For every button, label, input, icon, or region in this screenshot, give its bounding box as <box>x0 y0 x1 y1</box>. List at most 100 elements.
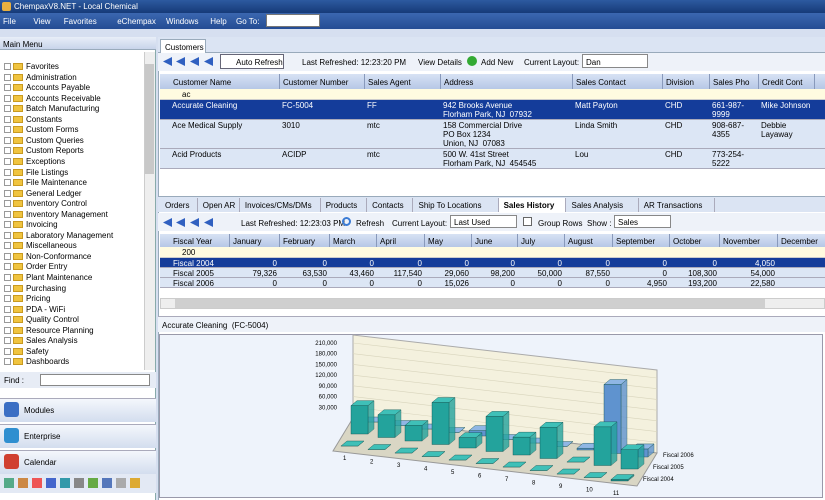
grid-cell[interactable]: 0 <box>605 259 610 268</box>
tab[interactable]: AR Transactions <box>639 198 716 212</box>
expand-box[interactable] <box>4 189 11 197</box>
grid-cell[interactable]: Linda Smith <box>575 121 618 130</box>
expand-box[interactable] <box>4 126 11 134</box>
grid-cell[interactable]: 43,460 <box>349 269 374 278</box>
tree-item[interactable]: Plant Maintenance <box>26 273 93 282</box>
grid-cell[interactable]: Acid Products <box>172 150 222 159</box>
nav-arrow[interactable] <box>176 57 185 66</box>
scroll-thumb[interactable] <box>175 299 765 308</box>
tree-item[interactable]: Inventory Control <box>26 199 87 209</box>
grid-cell[interactable]: 661-987- 9999 <box>712 101 745 119</box>
column-header[interactable]: May <box>425 234 472 247</box>
column-header[interactable]: March <box>330 234 377 247</box>
grid-cell[interactable]: 942 Brooks Avenue Florham Park, NJ 07932 <box>443 101 532 119</box>
expand-box[interactable] <box>4 316 11 324</box>
tree-item[interactable]: Constants <box>26 114 63 124</box>
expand-box[interactable] <box>4 252 11 260</box>
column-header[interactable]: Customer Number <box>280 74 365 89</box>
tree-item[interactable]: Favorites <box>26 62 59 71</box>
grid-cell[interactable]: 0 <box>417 259 422 268</box>
expand-box[interactable] <box>4 295 11 303</box>
tab[interactable]: Sales History <box>498 198 567 212</box>
grid-cell[interactable]: FC-5004 <box>282 101 314 110</box>
scrollbar[interactable] <box>144 52 155 370</box>
expand-box[interactable] <box>4 337 11 345</box>
grid-cell[interactable]: 0 <box>662 259 667 268</box>
scroll-thumb[interactable] <box>145 64 154 174</box>
grid-cell[interactable]: 79,326 <box>252 269 277 278</box>
tree-item[interactable]: Custom Forms <box>26 125 79 135</box>
nav-arrow[interactable] <box>163 218 172 227</box>
expand-box[interactable] <box>4 305 11 313</box>
expand-box[interactable] <box>4 63 11 70</box>
grid-row[interactable] <box>160 268 825 278</box>
grid-row[interactable] <box>160 258 825 268</box>
expand-box[interactable] <box>4 284 11 292</box>
column-header[interactable]: January <box>230 234 280 247</box>
icon[interactable] <box>130 478 140 488</box>
nav-button[interactable] <box>0 450 156 474</box>
nav-button[interactable] <box>0 424 156 448</box>
icon[interactable] <box>32 478 42 488</box>
column-header[interactable]: Sales Contact <box>573 74 663 89</box>
expand-box[interactable] <box>4 263 11 271</box>
nav-arrow[interactable] <box>204 218 213 227</box>
tab[interactable]: Customers <box>160 39 206 53</box>
column-header[interactable]: October <box>670 234 720 247</box>
tab[interactable]: Products <box>321 198 368 212</box>
column-header[interactable]: Division <box>663 74 710 89</box>
expand-box[interactable] <box>4 347 11 355</box>
button[interactable] <box>220 54 284 69</box>
grid-cell[interactable]: 0 <box>557 259 562 268</box>
tree-item[interactable]: Sales Analysis <box>26 336 78 346</box>
tree-item[interactable]: Order Entry <box>26 262 68 272</box>
tree-item[interactable]: Invoicing <box>26 220 58 230</box>
find-input[interactable] <box>40 374 150 386</box>
grid-cell[interactable]: 0 <box>605 279 610 288</box>
button-label[interactable]: Refresh <box>356 219 385 228</box>
nav-button[interactable] <box>0 398 156 422</box>
grid-cell[interactable]: Fiscal 2005 <box>173 269 214 278</box>
grid-cell[interactable]: 0 <box>510 279 515 288</box>
tree-item[interactable]: Accounts Payable <box>26 83 91 93</box>
grid-cell[interactable]: 63,530 <box>302 269 327 278</box>
grid-cell[interactable]: Matt Payton <box>575 101 618 110</box>
expand-box[interactable] <box>4 73 11 81</box>
menu-item[interactable]: View <box>33 17 51 26</box>
column-header[interactable]: August <box>565 234 613 247</box>
grid-cell[interactable]: 0 <box>272 279 277 288</box>
expand-box[interactable] <box>4 147 11 155</box>
dropdown[interactable]: Sales <box>614 215 671 228</box>
expand-box[interactable] <box>4 242 11 250</box>
dropdown[interactable]: Dan <box>582 54 648 68</box>
grid-cell[interactable]: mtc <box>367 150 380 159</box>
expand-box[interactable] <box>4 179 11 187</box>
column-header[interactable]: Sales Agent <box>365 74 441 89</box>
column-header[interactable]: June <box>472 234 518 247</box>
tree-item[interactable]: Inventory Management <box>26 209 108 219</box>
nav-arrow[interactable] <box>163 57 172 66</box>
grid-cell[interactable]: 50,000 <box>537 269 562 278</box>
grid-cell[interactable]: 908-687- 4355 <box>712 121 745 139</box>
tree-item[interactable]: Resource Planning <box>26 325 94 335</box>
checkbox[interactable] <box>523 217 532 226</box>
icon[interactable] <box>18 478 28 488</box>
column-header[interactable]: November <box>720 234 778 247</box>
expand-box[interactable] <box>4 157 11 165</box>
grid-cell[interactable]: 87,550 <box>585 269 610 278</box>
tab[interactable]: Ship To Locations <box>414 198 499 212</box>
column-header[interactable]: Credit Cont <box>759 74 815 89</box>
grid-cell[interactable]: 4,950 <box>646 279 667 288</box>
grid-cell[interactable]: 0 <box>322 279 327 288</box>
grid-cell[interactable]: 98,200 <box>490 269 515 278</box>
tree-item[interactable]: Miscellaneous <box>26 241 77 251</box>
tree-item[interactable]: Accounts Receivable <box>26 93 101 103</box>
column-header[interactable]: September <box>613 234 670 247</box>
expand-box[interactable] <box>4 115 11 123</box>
grid-row[interactable] <box>160 278 825 288</box>
column-header[interactable]: Customer Name <box>170 74 280 89</box>
tree-item[interactable]: Custom Reports <box>26 146 84 156</box>
tree-item[interactable]: Custom Queries <box>26 135 84 145</box>
expand-box[interactable] <box>4 221 11 229</box>
tab[interactable]: Contacts <box>367 198 414 212</box>
